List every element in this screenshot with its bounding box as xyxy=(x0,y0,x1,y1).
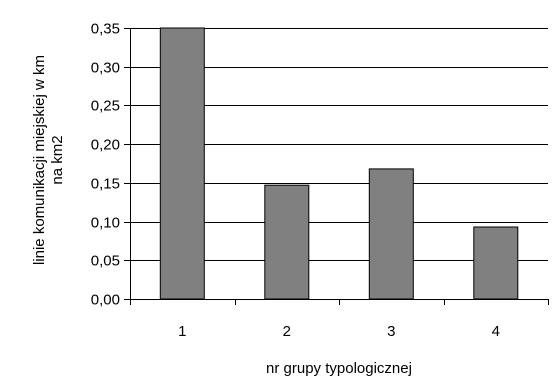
x-tick-labels: 1 2 3 4 xyxy=(178,323,500,340)
y-tick-label: 0,15 xyxy=(91,176,120,193)
axes xyxy=(124,28,549,305)
bars xyxy=(159,27,519,300)
x-tick-label: 2 xyxy=(283,323,291,340)
bar-3 xyxy=(368,168,414,300)
y-tick-label: 0,00 xyxy=(91,292,120,309)
y-tick-label: 0,25 xyxy=(91,98,120,115)
y-axis-title-line1: linie komunikacji miejskiej w km xyxy=(31,55,48,265)
bar-2 xyxy=(264,184,310,300)
x-axis-title: nr grupy typologicznej xyxy=(266,360,412,377)
x-tick-label: 1 xyxy=(178,323,186,340)
y-tick-label: 0,05 xyxy=(91,253,120,270)
y-tick-label: 0,35 xyxy=(91,21,120,38)
y-tick-label: 0,10 xyxy=(91,215,120,232)
x-tick-label: 3 xyxy=(387,323,395,340)
bar-1 xyxy=(159,27,205,300)
bar-4 xyxy=(473,226,519,300)
y-tick-label: 0,20 xyxy=(91,137,120,154)
y-tick-label: 0,30 xyxy=(91,60,120,77)
x-tick-label: 4 xyxy=(492,323,500,340)
y-tick-labels: 0,00 0,05 0,10 0,15 0,20 0,25 0,30 0,35 xyxy=(91,21,120,309)
y-axis-title-line2: na km2 xyxy=(49,135,66,184)
